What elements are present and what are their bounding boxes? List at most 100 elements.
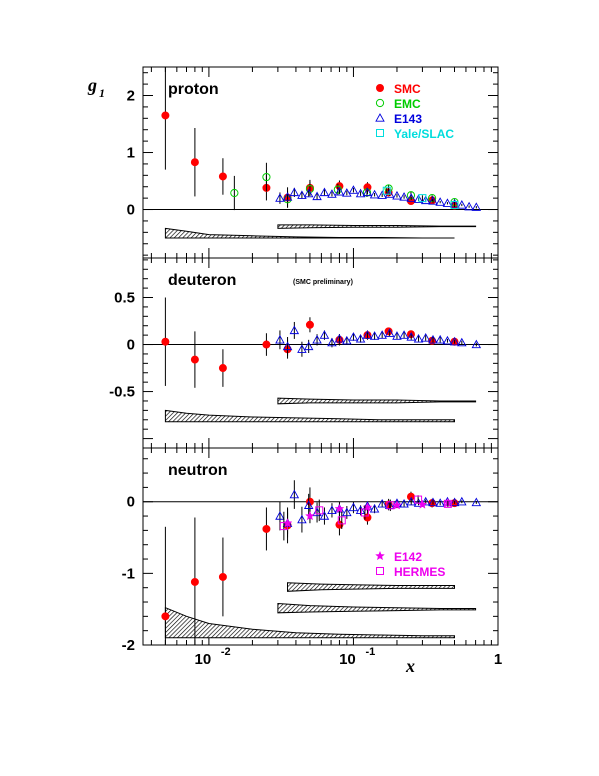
data-point [449, 497, 460, 507]
data-point [262, 340, 271, 349]
data-point [443, 499, 452, 508]
data-point [161, 111, 170, 120]
data-point [304, 510, 315, 521]
data-point [312, 334, 322, 344]
y-tick-label: 0 [127, 337, 135, 354]
data-point [399, 498, 409, 508]
series-smc [161, 297, 459, 388]
data-point [335, 520, 344, 529]
data-point [418, 194, 427, 203]
data-point [327, 505, 337, 514]
data-point [369, 331, 380, 340]
data-point [369, 503, 380, 513]
x-tick-label-exponent: -1 [365, 646, 375, 658]
data-point [303, 188, 314, 198]
data-point [392, 190, 402, 200]
data-point [399, 330, 409, 339]
systematic-error-band [164, 409, 455, 423]
data-point [377, 330, 387, 339]
legend-marker [376, 567, 384, 575]
data-point [471, 339, 482, 349]
data-point [435, 197, 445, 206]
x-axis-title: x [405, 656, 415, 676]
data-point [161, 337, 170, 346]
legend-marker [375, 98, 385, 108]
data-point [471, 202, 482, 211]
data-point [337, 516, 346, 525]
data-point [384, 328, 395, 337]
legend-label: E142 [394, 550, 422, 564]
data-point [382, 186, 391, 195]
data-point [348, 332, 359, 341]
systematic-error-band [164, 606, 455, 639]
series-e143 [275, 480, 482, 538]
data-point [355, 505, 366, 514]
legend-marker [375, 113, 385, 122]
data-point [190, 577, 199, 586]
data-point [420, 195, 431, 205]
systematic-error-band [287, 582, 455, 592]
data-point [406, 332, 416, 341]
panel-frame [142, 447, 499, 646]
panel-label: proton [168, 81, 219, 98]
data-point [327, 189, 337, 198]
x-tick-label: 10 [195, 651, 212, 668]
data-point [275, 334, 285, 344]
data-point [406, 193, 416, 202]
systematic-error-band [277, 397, 477, 405]
data-point [282, 192, 293, 201]
data-point [392, 331, 402, 340]
legend-marker [376, 129, 384, 137]
data-point [464, 201, 474, 211]
x-tick-label-exponent: -2 [221, 646, 231, 658]
data-point [362, 187, 373, 197]
legend-label: E143 [394, 112, 422, 126]
systematic-error-band [164, 227, 455, 239]
y-tick-label: 0.5 [114, 290, 135, 307]
systematic-error-band [277, 602, 477, 614]
legend-label: HERMES [394, 565, 445, 579]
data-point [282, 341, 293, 351]
data-point [305, 497, 314, 506]
data-point [327, 337, 337, 347]
data-point [334, 503, 345, 514]
data-point [342, 335, 352, 345]
data-point [218, 572, 227, 581]
data-point [297, 514, 307, 524]
y-tick-label: 0 [127, 202, 135, 219]
data-point [348, 185, 359, 194]
data-point [406, 496, 416, 506]
y-tick-label: 2 [127, 88, 135, 105]
data-point [275, 511, 285, 520]
data-point [386, 501, 395, 510]
data-point [442, 335, 453, 345]
systematic-error-band [277, 224, 477, 229]
data-point [218, 172, 227, 181]
legend-marker [375, 550, 385, 561]
data-point [457, 337, 467, 347]
data-point [319, 187, 330, 197]
y-axis-title: g 1 [87, 75, 105, 100]
data-point [334, 186, 345, 196]
data-point [303, 500, 314, 509]
data-point [275, 193, 285, 202]
data-point [312, 191, 322, 201]
x-ticks [150, 258, 499, 448]
data-point [342, 188, 352, 197]
y-tick-label: -2 [122, 637, 135, 654]
data-point [319, 330, 330, 339]
series-e143 [275, 321, 482, 357]
data-point [414, 495, 423, 504]
panel-deuteron: 0.5 0 -0.5 deuteron (SMC preliminary) [109, 257, 499, 449]
data-point [297, 190, 307, 199]
data-point [457, 200, 467, 209]
data-point [413, 333, 424, 343]
data-point [471, 497, 482, 507]
legend-label: EMC [394, 97, 421, 111]
panel-label: deuteron [168, 272, 236, 289]
data-point [315, 506, 324, 515]
